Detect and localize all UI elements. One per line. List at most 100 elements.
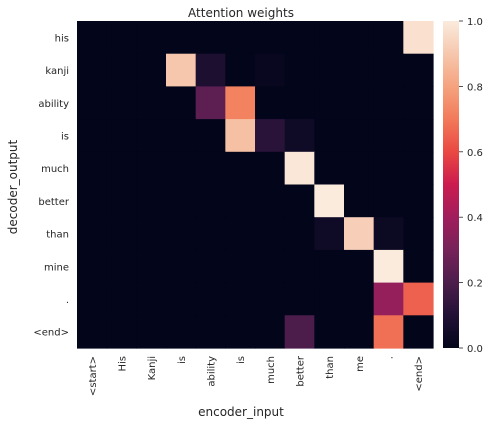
heatmap-cell — [255, 86, 285, 119]
heatmap-cell — [374, 185, 404, 218]
x-tick-label: Kanji — [147, 356, 158, 380]
heatmap-cell — [403, 315, 433, 348]
x-tick-label: <start> — [88, 356, 99, 396]
heatmap-cell — [374, 86, 404, 119]
heatmap-cell — [77, 185, 107, 218]
heatmap-cell — [196, 315, 226, 348]
heatmap-cell — [344, 185, 374, 218]
heatmap-cell — [255, 54, 285, 87]
heatmap-cell — [136, 86, 166, 119]
heatmap-cell — [225, 250, 255, 283]
heatmap-cell — [136, 283, 166, 316]
heatmap-cell — [403, 21, 433, 54]
heatmap-cell — [77, 54, 107, 87]
heatmap-cell — [403, 119, 433, 152]
y-tick-label: mine — [44, 262, 69, 273]
heatmap-cell — [255, 119, 285, 152]
heatmap-cell — [374, 283, 404, 316]
heatmap-cell — [107, 119, 137, 152]
colorbar-tick-label: 0.6 — [467, 148, 483, 159]
heatmap-cell — [166, 250, 196, 283]
heatmap-cell — [314, 283, 344, 316]
heatmap-cell — [166, 54, 196, 87]
heatmap-cell — [107, 86, 137, 119]
heatmap-cell — [225, 152, 255, 185]
heatmap-cell — [285, 86, 315, 119]
heatmap-cell — [314, 54, 344, 87]
heatmap-cell — [225, 21, 255, 54]
colorbar-tick-label: 0.2 — [467, 279, 483, 290]
heatmap-cell — [225, 217, 255, 250]
heatmap-cell — [374, 119, 404, 152]
heatmap-cell — [285, 119, 315, 152]
heatmap-cell — [77, 86, 107, 119]
colorbar-tick-label: 0.8 — [467, 82, 483, 93]
heatmap-cell — [196, 217, 226, 250]
heatmap-cell — [255, 152, 285, 185]
heatmap-cell — [255, 217, 285, 250]
heatmap-cell — [403, 217, 433, 250]
heatmap-cell — [136, 217, 166, 250]
heatmap-cell — [225, 54, 255, 87]
heatmap-cell — [374, 54, 404, 87]
heatmap-cell — [136, 119, 166, 152]
heatmap-cell — [344, 315, 374, 348]
heatmap-cells — [77, 21, 434, 349]
heatmap-cell — [403, 152, 433, 185]
heatmap-cell — [225, 86, 255, 119]
heatmap-cell — [285, 315, 315, 348]
heatmap-cell — [403, 54, 433, 87]
heatmap-cell — [196, 185, 226, 218]
heatmap-cell — [196, 119, 226, 152]
heatmap-cell — [77, 315, 107, 348]
heatmap-cell — [107, 21, 137, 54]
heatmap-cell — [314, 119, 344, 152]
heatmap-cell — [344, 283, 374, 316]
heatmap-cell — [196, 21, 226, 54]
heatmap-cell — [166, 315, 196, 348]
heatmap-cell — [344, 250, 374, 283]
heatmap-cell — [77, 21, 107, 54]
heatmap-cell — [314, 250, 344, 283]
heatmap-cell — [285, 283, 315, 316]
y-tick-label: than — [46, 230, 69, 241]
heatmap-cell — [136, 21, 166, 54]
heatmap-cell — [314, 217, 344, 250]
heatmap-cell — [166, 152, 196, 185]
heatmap-cell — [344, 86, 374, 119]
heatmap-cell — [403, 250, 433, 283]
y-tick-label: <end> — [33, 328, 69, 339]
heatmap-cell — [255, 315, 285, 348]
heatmap-cell — [166, 21, 196, 54]
y-tick-label: kanji — [45, 66, 69, 77]
heatmap-cell — [196, 283, 226, 316]
heatmap-cell — [225, 283, 255, 316]
x-tick-label: better — [296, 355, 307, 386]
heatmap-cell — [166, 185, 196, 218]
colorbar-tick-label: 1.0 — [467, 17, 483, 28]
heatmap-cell — [314, 21, 344, 54]
colorbar-tick-label: 0.0 — [467, 344, 483, 355]
heatmap-cell — [77, 152, 107, 185]
heatmap-cell — [285, 21, 315, 54]
x-tick-label: <end> — [414, 356, 425, 392]
x-tick-label: me — [355, 356, 366, 372]
heatmap-cell — [374, 217, 404, 250]
heatmap-cell — [344, 54, 374, 87]
heatmap-cell — [225, 185, 255, 218]
heatmap-cell — [107, 283, 137, 316]
x-tick-label: . — [385, 356, 396, 359]
y-tick-label: better — [38, 197, 69, 208]
heatmap-cell — [166, 217, 196, 250]
heatmap-cell — [374, 250, 404, 283]
heatmap-cell — [374, 315, 404, 348]
colorbar-tick-label: 0.4 — [467, 213, 483, 224]
heatmap-cell — [166, 119, 196, 152]
colorbar-tick-labels: 0.0 0.2 0.4 0.6 0.8 1.0 — [459, 17, 483, 355]
heatmap-cell — [285, 54, 315, 87]
x-tick-label: His — [118, 356, 129, 372]
y-tick-labels: his kanji ability is much better than mine. <end… — [33, 33, 69, 338]
heatmap-cell — [314, 185, 344, 218]
heatmap-cell — [77, 250, 107, 283]
